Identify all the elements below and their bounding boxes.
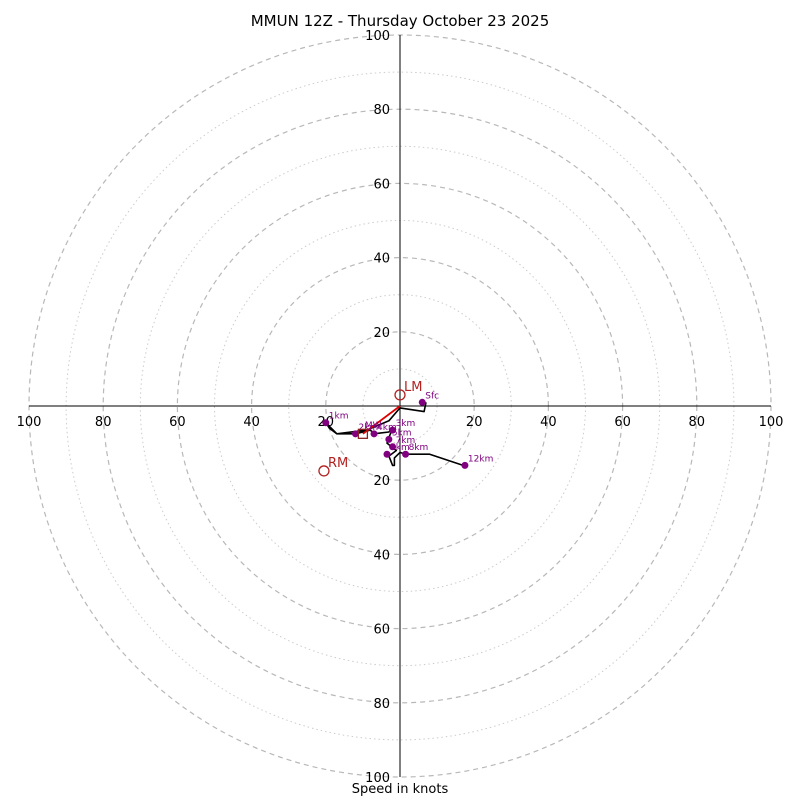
y-tick-label: 20 xyxy=(373,326,390,341)
height-marker-label: Sfc xyxy=(425,391,439,401)
y-tick-label: 60 xyxy=(373,177,390,192)
x-tick-label: 40 xyxy=(243,415,260,430)
height-marker-label: 6km xyxy=(390,443,410,453)
x-axis-label: Speed in knots xyxy=(351,782,449,797)
height-marker-label: 4km xyxy=(377,423,397,433)
height-marker-label: 5km xyxy=(392,428,412,438)
chart-title: MMUN 12Z - Thursday October 23 2025 xyxy=(250,12,550,30)
x-tick-label: 40 xyxy=(540,415,557,430)
height-marker-dot xyxy=(370,430,378,438)
storm-motion-label: LM xyxy=(404,380,422,395)
tick-labels: 1008060402020406080100100806040202040608… xyxy=(17,29,784,786)
x-tick-label: 80 xyxy=(95,415,112,430)
x-tick-label: 60 xyxy=(614,415,631,430)
height-marker-label: 1km xyxy=(329,412,349,422)
y-tick-label: 100 xyxy=(365,29,390,44)
height-marker-dot xyxy=(402,450,410,458)
height-marker-dot xyxy=(389,426,397,434)
height-marker-dot xyxy=(351,430,359,438)
shear-vector-line xyxy=(362,405,401,435)
y-tick-label: 40 xyxy=(373,252,390,267)
height-marker-dot xyxy=(389,443,397,451)
height-marker-label: 2km xyxy=(358,423,378,433)
height-marker-dot xyxy=(322,419,330,427)
height-marker-dot xyxy=(461,461,469,469)
storm-motion-markers: LM RM MW xyxy=(318,380,422,477)
height-marker-label: 3km xyxy=(396,419,416,429)
height-marker-label: 8km xyxy=(409,443,429,453)
height-marker-dot xyxy=(385,435,393,443)
storm-motion-circle xyxy=(394,389,406,401)
x-tick-label: 60 xyxy=(169,415,186,430)
height-marker-dot xyxy=(418,398,426,406)
y-tick-label: 80 xyxy=(373,697,390,712)
y-tick-label: 20 xyxy=(373,474,390,489)
x-tick-label: 80 xyxy=(689,415,706,430)
y-tick-label: 80 xyxy=(373,103,390,118)
mean-wind-label: MW xyxy=(365,421,382,431)
y-tick-label: 60 xyxy=(373,623,390,638)
height-marker-label: 12km xyxy=(468,454,493,464)
x-tick-label: 100 xyxy=(17,415,42,430)
storm-motion-label: RM xyxy=(328,456,348,471)
x-tick-label: 20 xyxy=(466,415,483,430)
y-tick-label: 40 xyxy=(373,548,390,563)
storm-motion-circle xyxy=(318,465,330,477)
x-tick-label: 100 xyxy=(759,415,784,430)
height-marker-label: 7km xyxy=(396,436,416,446)
mean-wind-square xyxy=(357,428,369,439)
height-marker-dot xyxy=(383,450,391,458)
y-tick-label: 100 xyxy=(365,771,390,786)
